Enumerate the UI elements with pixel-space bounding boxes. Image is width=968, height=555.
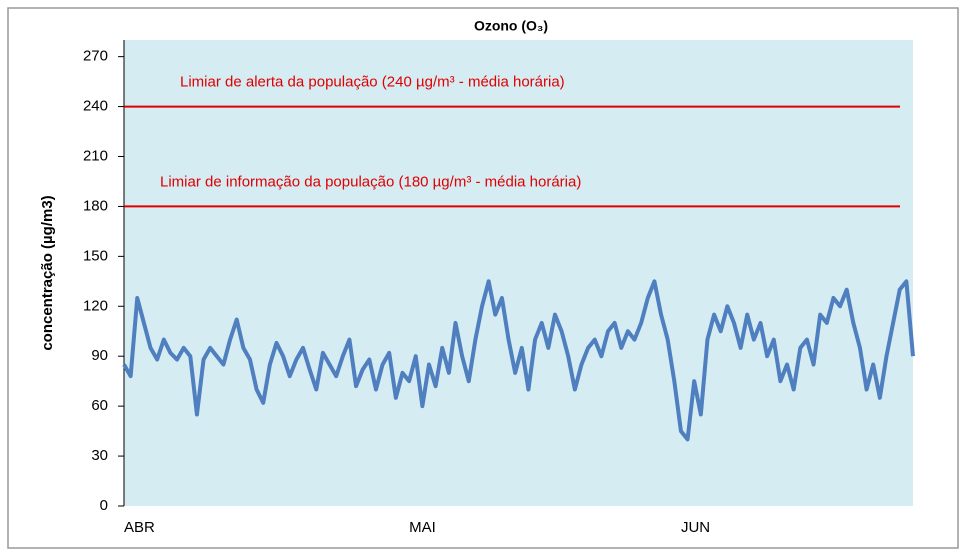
- y-tick-label: 120: [83, 297, 108, 314]
- x-tick-label: JUN: [681, 519, 710, 536]
- reference-label: Limiar de alerta da população (240 µg/m³…: [180, 74, 565, 91]
- y-axis-label: concentração (µg/m3): [39, 195, 56, 350]
- y-tick-label: 180: [83, 197, 108, 214]
- y-tick-label: 60: [91, 397, 108, 414]
- y-tick-label: 0: [100, 497, 108, 514]
- y-tick-label: 240: [83, 98, 108, 115]
- chart-title: Ozono (O₃): [474, 18, 548, 34]
- y-tick-label: 210: [83, 147, 108, 164]
- reference-label: Limiar de informação da população (180 µ…: [160, 173, 581, 190]
- y-tick-label: 150: [83, 247, 108, 264]
- y-tick-label: 30: [91, 447, 108, 464]
- y-tick-label: 90: [91, 347, 108, 364]
- y-tick-label: 270: [83, 48, 108, 65]
- plot-area: [124, 40, 913, 506]
- data-line: [122, 279, 915, 442]
- x-tick-label: MAI: [409, 519, 436, 536]
- x-tick-label: ABR: [124, 519, 155, 536]
